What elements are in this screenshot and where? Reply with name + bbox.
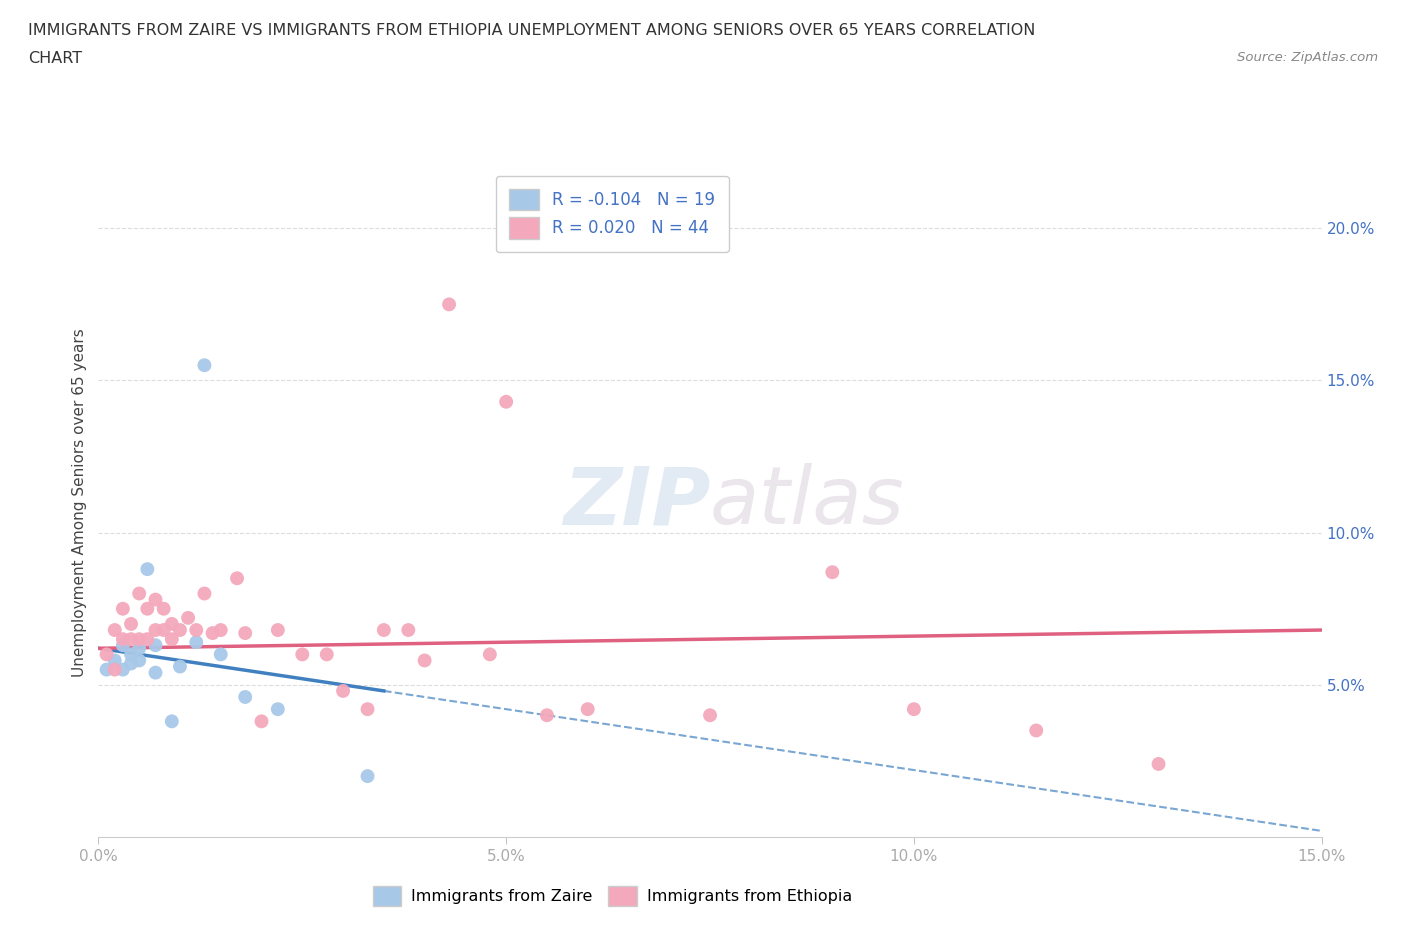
Y-axis label: Unemployment Among Seniors over 65 years: Unemployment Among Seniors over 65 years (72, 328, 87, 677)
Point (111, 662, 134, 677)
Point (145, 638, 167, 653)
Point (128, 653, 150, 668)
Legend: Immigrants from Zaire, Immigrants from Ethiopia: Immigrants from Zaire, Immigrants from E… (363, 876, 862, 916)
Point (233, 689, 256, 704)
Point (699, 708, 721, 723)
Text: atlas: atlas (710, 463, 905, 541)
Point (136, 602, 159, 617)
Point (120, 656, 142, 671)
Point (120, 631, 142, 646)
Point (373, 622, 395, 637)
Point (186, 622, 208, 637)
Point (356, 702, 378, 717)
Point (152, 622, 174, 637)
Point (145, 665, 167, 680)
Point (96, 662, 118, 677)
Point (136, 631, 159, 646)
Point (120, 617, 142, 631)
Point (821, 565, 844, 579)
Point (136, 562, 159, 577)
Point (413, 653, 436, 668)
Point (267, 702, 290, 717)
Point (250, 714, 273, 729)
Point (145, 622, 167, 637)
Point (160, 714, 183, 729)
Text: ZIP: ZIP (562, 463, 710, 541)
Point (152, 602, 174, 617)
Point (193, 586, 215, 601)
Point (1147, 756, 1170, 771)
Point (226, 571, 249, 586)
Point (209, 622, 232, 637)
Text: Source: ZipAtlas.com: Source: ZipAtlas.com (1237, 51, 1378, 64)
Point (104, 653, 127, 668)
Point (186, 635, 208, 650)
Text: CHART: CHART (28, 51, 82, 66)
Point (177, 610, 200, 625)
Point (536, 708, 558, 723)
Point (495, 394, 517, 409)
Point (1025, 723, 1047, 737)
Point (160, 631, 183, 646)
Text: IMMIGRANTS FROM ZAIRE VS IMMIGRANTS FROM ETHIOPIA UNEMPLOYMENT AMONG SENIORS OVE: IMMIGRANTS FROM ZAIRE VS IMMIGRANTS FROM… (28, 23, 1035, 38)
Point (128, 631, 150, 646)
Point (96, 647, 118, 662)
Point (396, 622, 419, 637)
Point (209, 647, 232, 662)
Point (145, 592, 167, 607)
Point (267, 622, 290, 637)
Point (104, 662, 127, 677)
Point (332, 684, 354, 698)
Point (111, 631, 134, 646)
Point (193, 358, 215, 373)
Point (169, 622, 191, 637)
Point (169, 659, 191, 674)
Point (111, 602, 134, 617)
Point (437, 297, 460, 312)
Point (291, 647, 314, 662)
Point (160, 617, 183, 631)
Point (128, 586, 150, 601)
Point (104, 622, 127, 637)
Point (233, 626, 256, 641)
Point (201, 626, 224, 641)
Point (356, 769, 378, 784)
Point (576, 702, 599, 717)
Point (903, 702, 925, 717)
Point (111, 638, 134, 653)
Point (128, 641, 150, 656)
Point (315, 647, 337, 662)
Point (120, 647, 142, 662)
Point (478, 647, 501, 662)
